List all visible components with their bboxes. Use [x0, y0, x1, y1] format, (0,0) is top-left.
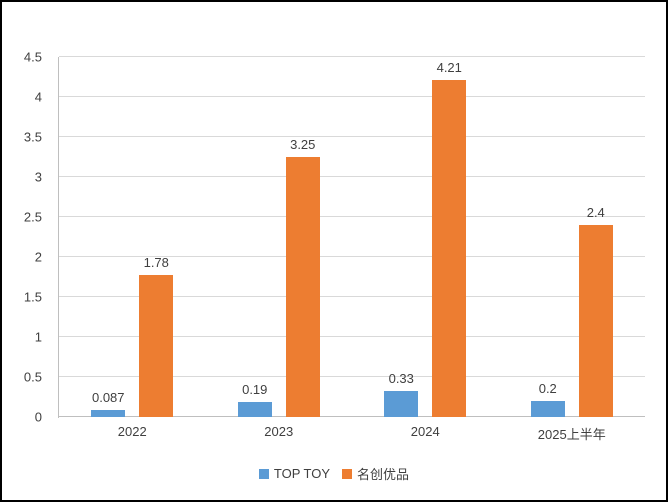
bar-series-1-2024: 4.21	[432, 61, 467, 417]
gridline	[59, 336, 645, 338]
bar-series-1-2022: 1.78	[139, 256, 174, 417]
bar-series-0-2024: 0.33	[384, 372, 419, 417]
x-tick-label: 2025上半年	[537, 427, 606, 442]
y-tick-label: 2.5	[23, 209, 42, 225]
bar-series-0-2022: 0.087	[91, 391, 126, 417]
bar-value-label: 1.78	[143, 254, 169, 270]
legend-swatch-icon	[342, 468, 353, 479]
x-tick-label: 2023	[264, 424, 294, 439]
y-tick-label: 4.5	[23, 49, 42, 65]
y-tick-label: 1	[34, 329, 42, 345]
bar-group-2022: 0.087 1.78	[59, 57, 206, 417]
x-tick-label: 2022	[117, 424, 147, 439]
gridline	[59, 56, 645, 57]
bar-value-label: 2.4	[586, 205, 605, 220]
legend-item-名创优品: 名创优品	[342, 464, 409, 483]
bar-group-2025上半年: 0.2 2.4	[499, 57, 646, 417]
gridline	[59, 216, 645, 217]
legend-label: 名创优品	[357, 467, 410, 482]
gridline	[59, 296, 645, 297]
y-tick-label: 4	[34, 89, 42, 105]
bar-value-label: 0.087	[91, 390, 125, 406]
gridline	[59, 176, 645, 177]
bar-series-1-2025上半年: 2.4	[578, 206, 613, 417]
legend-swatch-icon	[258, 468, 269, 479]
gridline	[59, 96, 645, 98]
plot-area: 0.087 1.78 0.19 3.25 0.33 4.21 0.2 2.4	[59, 56, 645, 417]
y-axis-line	[58, 57, 59, 418]
bar-group-2023: 0.19 3.25	[206, 57, 353, 417]
legend: TOP TOY 名创优品	[2, 464, 666, 483]
gridline	[59, 256, 645, 258]
bar-value-label: 3.25	[290, 137, 316, 152]
bar-value-label: 4.21	[436, 60, 462, 76]
y-tick-label: 3.5	[23, 129, 42, 145]
bar-series-0-2025上半年: 0.2	[530, 382, 565, 417]
gridline	[59, 376, 645, 378]
bar-value-label: 0.2	[538, 381, 557, 397]
bar-series-0-2023: 0.19	[237, 383, 272, 417]
y-tick-label: 3	[34, 169, 42, 185]
y-tick-label: 1.5	[23, 289, 42, 305]
bar-groups: 0.087 1.78 0.19 3.25 0.33 4.21 0.2 2.4	[59, 57, 645, 417]
y-tick-label: 2	[34, 249, 42, 265]
gridline	[59, 136, 645, 137]
bar-value-label: 0.19	[242, 381, 268, 397]
x-tick-label: 2024	[410, 424, 440, 439]
bar-group-2024: 0.33 4.21	[352, 57, 499, 417]
legend-item-TOP TOY: TOP TOY	[258, 466, 331, 481]
x-axis-line	[59, 416, 645, 417]
y-tick-label: 0.5	[23, 369, 42, 385]
bar-series-1-2023: 3.25	[285, 138, 320, 417]
x-axis: 2022 2023 2024 2025上半年	[59, 424, 645, 443]
y-axis: 0 0.5 1 1.5 2 2.5 3 3.5 4 4.5	[2, 51, 50, 424]
bar-value-label: 0.33	[388, 370, 414, 386]
legend-label: TOP TOY	[273, 466, 331, 481]
y-tick-label: 0	[34, 409, 42, 425]
